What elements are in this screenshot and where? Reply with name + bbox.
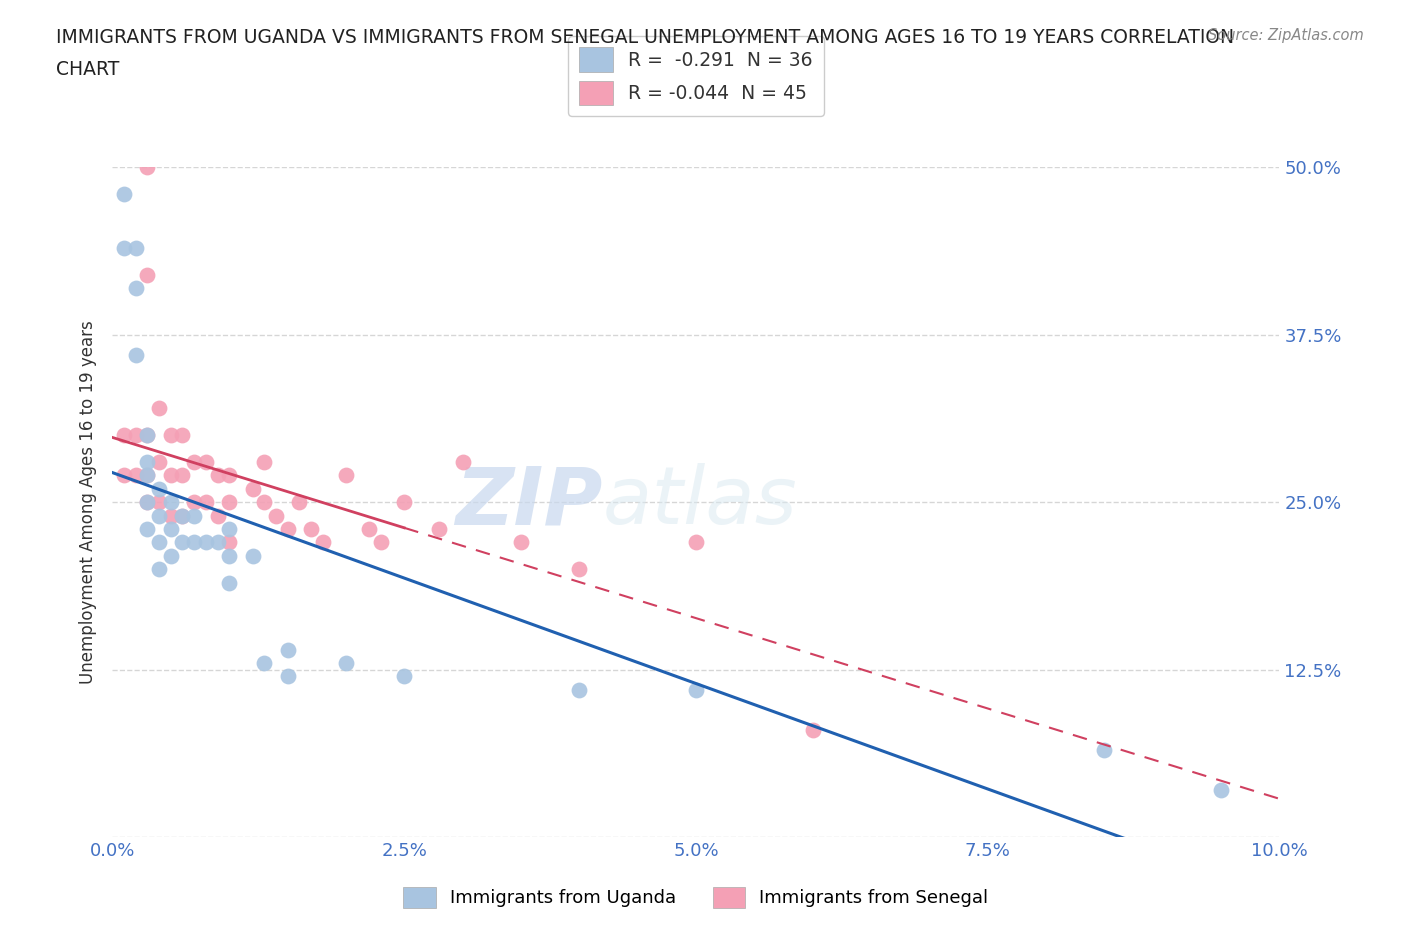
Point xyxy=(218,522,240,537)
Point xyxy=(160,522,183,537)
Point xyxy=(136,468,159,483)
Point xyxy=(218,549,240,564)
Point xyxy=(276,642,298,657)
Point xyxy=(148,495,170,510)
Point xyxy=(172,428,194,443)
Point xyxy=(207,508,229,523)
Point xyxy=(160,468,183,483)
Point xyxy=(1092,742,1115,757)
Legend: Immigrants from Uganda, Immigrants from Senegal: Immigrants from Uganda, Immigrants from … xyxy=(396,880,995,915)
Point xyxy=(242,549,264,564)
Text: Source: ZipAtlas.com: Source: ZipAtlas.com xyxy=(1208,28,1364,43)
Point xyxy=(253,495,276,510)
Point xyxy=(685,535,707,550)
Point xyxy=(335,656,357,671)
Point xyxy=(207,468,229,483)
Point xyxy=(194,455,217,470)
Point xyxy=(160,495,183,510)
Point xyxy=(359,522,381,537)
Point xyxy=(1209,783,1232,798)
Text: atlas: atlas xyxy=(603,463,797,541)
Point xyxy=(148,482,170,497)
Point xyxy=(172,535,194,550)
Point xyxy=(335,468,357,483)
Point xyxy=(160,549,183,564)
Point xyxy=(125,468,148,483)
Point xyxy=(148,455,170,470)
Point xyxy=(311,535,333,550)
Point xyxy=(194,535,217,550)
Point xyxy=(136,468,159,483)
Point xyxy=(253,455,276,470)
Point xyxy=(207,535,229,550)
Point xyxy=(172,508,194,523)
Point xyxy=(801,723,824,737)
Point xyxy=(451,455,474,470)
Point xyxy=(299,522,322,537)
Point xyxy=(148,508,170,523)
Point xyxy=(183,508,205,523)
Text: IMMIGRANTS FROM UGANDA VS IMMIGRANTS FROM SENEGAL UNEMPLOYMENT AMONG AGES 16 TO : IMMIGRANTS FROM UGANDA VS IMMIGRANTS FRO… xyxy=(56,28,1234,46)
Point xyxy=(276,669,298,684)
Point xyxy=(218,468,240,483)
Point xyxy=(148,562,170,577)
Point xyxy=(112,187,135,202)
Point xyxy=(136,522,159,537)
Point xyxy=(509,535,531,550)
Point xyxy=(218,535,240,550)
Point xyxy=(136,267,159,282)
Point xyxy=(427,522,450,537)
Point xyxy=(136,455,159,470)
Point xyxy=(136,428,159,443)
Point xyxy=(183,535,205,550)
Point xyxy=(392,495,416,510)
Point xyxy=(148,401,170,416)
Point xyxy=(160,428,183,443)
Point xyxy=(568,683,591,698)
Point xyxy=(172,468,194,483)
Point xyxy=(112,240,135,255)
Point xyxy=(288,495,311,510)
Point xyxy=(160,508,183,523)
Point xyxy=(136,495,159,510)
Point xyxy=(218,495,240,510)
Point xyxy=(125,428,148,443)
Point xyxy=(276,522,298,537)
Point xyxy=(112,468,135,483)
Point xyxy=(183,455,205,470)
Point xyxy=(568,562,591,577)
Point xyxy=(125,348,148,363)
Point xyxy=(253,656,276,671)
Point xyxy=(125,240,148,255)
Text: CHART: CHART xyxy=(56,60,120,79)
Point xyxy=(125,281,148,296)
Point xyxy=(194,495,217,510)
Point xyxy=(242,482,264,497)
Point xyxy=(370,535,392,550)
Point xyxy=(183,495,205,510)
Point xyxy=(172,508,194,523)
Y-axis label: Unemployment Among Ages 16 to 19 years: Unemployment Among Ages 16 to 19 years xyxy=(79,320,97,684)
Point xyxy=(685,683,707,698)
Point xyxy=(136,160,159,175)
Point xyxy=(264,508,287,523)
Point xyxy=(218,575,240,590)
Point xyxy=(148,535,170,550)
Point xyxy=(392,669,416,684)
Text: ZIP: ZIP xyxy=(456,463,603,541)
Point xyxy=(136,428,159,443)
Point xyxy=(112,428,135,443)
Point xyxy=(136,495,159,510)
